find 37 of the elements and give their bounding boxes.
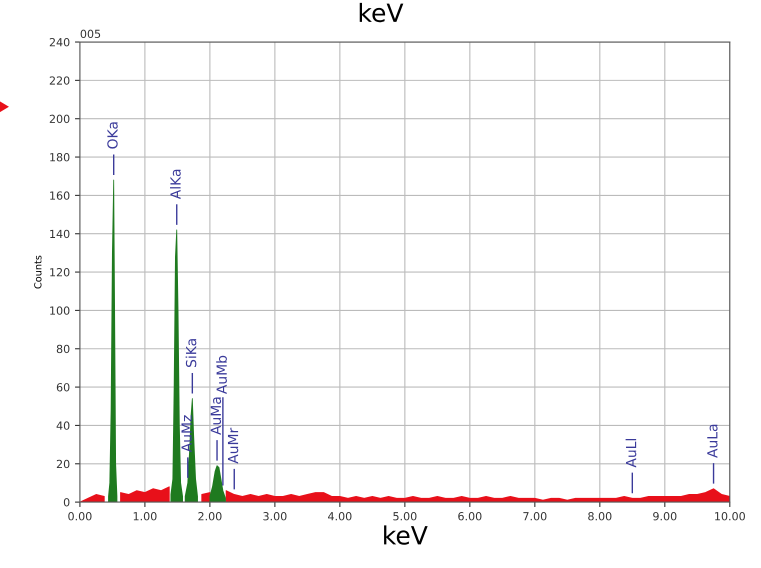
- x-tick-label: 5.00: [393, 512, 416, 520]
- x-tick-label: 3.00: [263, 512, 287, 520]
- y-tick-label: 140: [50, 230, 70, 238]
- y-tick-label: 120: [50, 268, 70, 276]
- x-tick-label: 2.00: [198, 512, 222, 520]
- y-tick-label: 80: [56, 344, 70, 354]
- y-tick-label: 180: [50, 153, 70, 162]
- y-axis-title: Counts: [34, 256, 42, 288]
- y-tick-label: 220: [50, 76, 70, 85]
- text: keV: [360, 2, 404, 22]
- annotation: AuLl: [626, 439, 636, 468]
- x-tick-label: 9.00: [653, 512, 676, 520]
- x-tick-label: 10.00: [715, 512, 745, 520]
- x-tick-label: 0.00: [68, 512, 92, 520]
- annotation: AuLa: [707, 424, 718, 458]
- y-tick-label: 40: [56, 421, 70, 430]
- y-tick-label: 200: [50, 114, 70, 124]
- y-tick-label: 60: [56, 383, 70, 392]
- x-tick-label: 6.00: [458, 512, 482, 520]
- y-tick-label: 240: [50, 38, 70, 46]
- annotation: AuMa: [210, 397, 222, 435]
- y-tick-label: 20: [56, 460, 70, 468]
- x-tick-label: 7.00: [523, 512, 546, 520]
- annotation: AlKa: [170, 170, 181, 200]
- annotation: OKa: [107, 122, 118, 149]
- x-tick-label: 1.00: [134, 512, 157, 520]
- x-tick-label: 8.00: [588, 512, 612, 520]
- annotation: AuMz: [181, 415, 192, 452]
- x-tick-label: 4.00: [328, 512, 352, 520]
- chart-title: 005: [80, 30, 100, 38]
- annotation: AuMr: [228, 428, 238, 464]
- y-tick-label: 0: [64, 498, 70, 506]
- y-tick-label: 160: [50, 191, 70, 200]
- x-axis-title: keV: [384, 525, 428, 545]
- annotation: AuMb: [216, 356, 227, 394]
- annotation: SiKa: [186, 339, 196, 368]
- y-tick-label: 100: [50, 306, 70, 315]
